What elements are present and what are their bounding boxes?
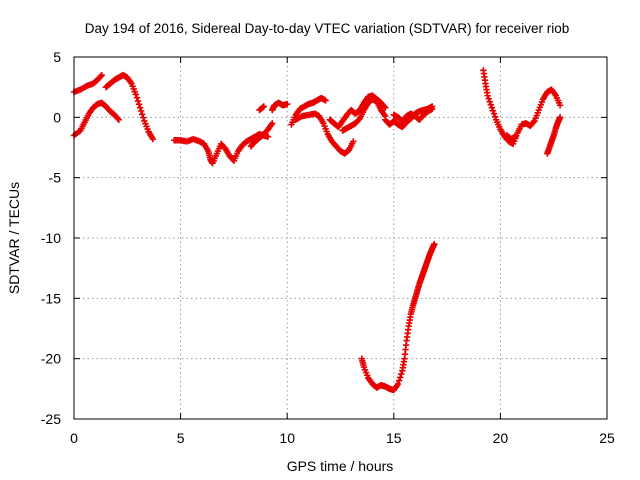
x-tick-label: 10 [279,430,295,446]
x-tick-label: 20 [493,430,509,446]
data-point [556,114,564,121]
data-point [484,92,491,99]
data-point [97,73,104,80]
data-point [322,97,329,104]
chart-title: Day 194 of 2016, Sidereal Day-to-day VTE… [85,21,569,36]
data-point [486,98,493,105]
axis-ticks: 0 5 10 15 20 25 5 0 -5 -10 -15 -20 -25 [41,49,615,446]
data-point [134,97,142,105]
data-point [355,116,362,123]
data-point [133,94,141,101]
y-tick-label: -10 [41,230,61,246]
data-point [284,100,291,108]
y-axis-label: SDTVAR / TECUs [6,182,22,294]
data-point [512,133,519,140]
data-points [70,67,564,394]
data-point [98,71,105,79]
data-point [136,104,144,111]
y-tick-label: 0 [53,109,61,125]
x-tick-label: 5 [177,430,185,446]
data-point [264,133,272,140]
data-point [491,113,499,120]
data-point [530,118,537,126]
data-point [259,104,266,111]
data-point [135,101,143,108]
data-point [139,111,146,118]
y-tick-label: 5 [53,49,61,65]
data-point [488,104,496,111]
x-axis-label: GPS time / hours [287,458,394,474]
data-point [428,105,436,113]
data-point [115,116,122,123]
data-point [396,374,404,381]
y-tick-label: -25 [41,411,61,427]
data-point [431,240,438,248]
x-tick-label: 25 [599,430,615,446]
data-point [350,138,357,145]
x-tick-label: 15 [386,430,402,446]
data-point [140,114,147,121]
data-point [485,95,492,102]
data-point [487,101,495,108]
data-point [114,115,121,122]
x-tick-label: 0 [70,430,78,446]
y-tick-label: -15 [41,290,61,306]
data-point [398,370,405,378]
data-point [489,107,497,114]
data-point [260,103,267,110]
data-point [149,135,157,143]
data-point [137,107,145,115]
data-point [269,120,276,127]
data-point [556,102,564,109]
data-point [395,377,403,384]
y-tick-label: -5 [49,170,62,186]
y-tick-label: -20 [41,351,61,367]
data-point [490,110,498,117]
grid [74,57,607,419]
data-point [394,380,402,388]
data-point [132,91,140,98]
